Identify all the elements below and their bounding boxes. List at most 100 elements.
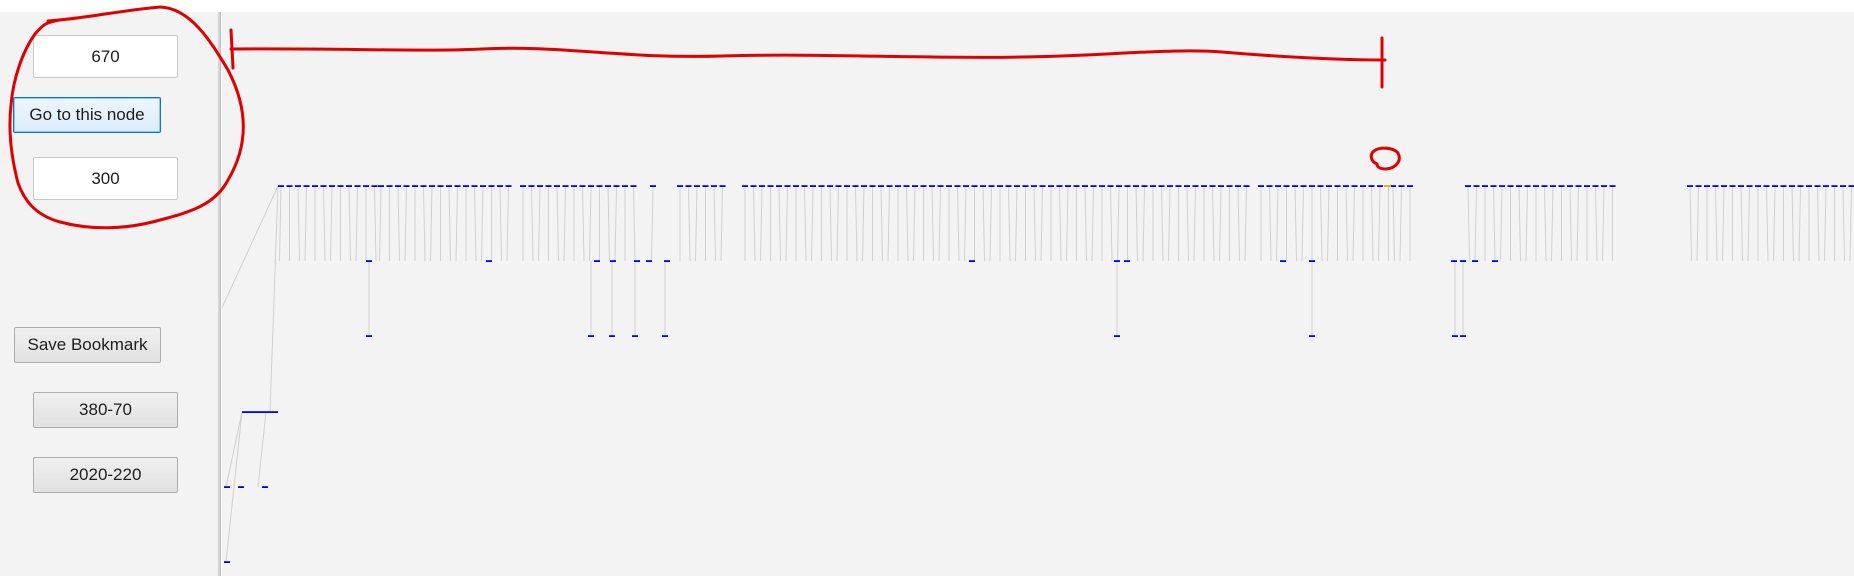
top-level-node[interactable] [677, 185, 683, 187]
level1-node[interactable] [1309, 260, 1315, 262]
top-level-node[interactable] [895, 185, 901, 187]
top-level-node[interactable] [1729, 185, 1736, 187]
subtree-node[interactable] [260, 411, 266, 413]
level2-node[interactable] [632, 335, 638, 337]
top-level-node[interactable] [429, 185, 435, 187]
top-level-node[interactable] [1601, 185, 1607, 187]
top-level-node[interactable] [1022, 185, 1029, 187]
top-level-node[interactable] [1763, 185, 1770, 187]
top-level-node[interactable] [1167, 185, 1173, 187]
top-level-node[interactable] [818, 185, 825, 187]
top-level-node[interactable] [395, 185, 401, 187]
level2-node[interactable] [366, 335, 372, 337]
top-level-node[interactable] [1218, 185, 1224, 187]
top-level-node[interactable] [878, 185, 884, 187]
top-level-node[interactable] [463, 185, 469, 187]
top-level-node[interactable] [937, 185, 944, 187]
top-level-node[interactable] [295, 185, 301, 187]
top-level-node[interactable] [861, 185, 867, 187]
top-level-node[interactable] [835, 185, 842, 187]
top-level-node[interactable] [1275, 185, 1281, 187]
go-to-node-button[interactable]: Go to this node [13, 97, 161, 133]
top-level-node[interactable] [605, 185, 611, 187]
top-level-node[interactable] [1266, 185, 1273, 187]
top-level-node[interactable] [954, 185, 961, 187]
depth-input[interactable] [33, 157, 178, 200]
top-level-node[interactable] [1687, 185, 1693, 187]
top-level-node[interactable] [1567, 185, 1573, 187]
subtree-node[interactable] [238, 486, 244, 488]
top-level-node[interactable] [386, 185, 393, 187]
top-level-node[interactable] [1334, 185, 1341, 187]
top-level-node[interactable] [650, 185, 656, 187]
top-level-node[interactable] [278, 185, 284, 187]
top-level-node[interactable] [1823, 185, 1829, 187]
top-level-node[interactable] [329, 185, 335, 187]
top-level-node[interactable] [1073, 185, 1080, 187]
level1-node[interactable] [1492, 260, 1498, 262]
top-level-node[interactable] [1116, 185, 1122, 187]
top-level-node[interactable] [1848, 185, 1854, 187]
top-level-node[interactable] [997, 185, 1003, 187]
panel-splitter[interactable] [218, 12, 221, 576]
level1-node[interactable] [1280, 260, 1286, 262]
subtree-node[interactable] [224, 486, 230, 488]
top-level-node[interactable] [1201, 185, 1207, 187]
top-level-node[interactable] [1789, 185, 1795, 187]
level1-node[interactable] [664, 260, 670, 262]
level2-node[interactable] [1452, 335, 1458, 337]
top-level-node[interactable] [1592, 185, 1599, 187]
top-level-node[interactable] [1343, 185, 1349, 187]
top-level-node[interactable] [767, 185, 774, 187]
top-level-node[interactable] [537, 185, 543, 187]
subtree-node[interactable] [248, 411, 254, 413]
bookmark-button-2020-220[interactable]: 2020-220 [33, 457, 178, 493]
top-level-node[interactable] [869, 185, 876, 187]
top-level-node[interactable] [520, 185, 526, 187]
level1-node[interactable] [1451, 260, 1457, 262]
subtree-node[interactable] [262, 486, 268, 488]
top-level-node[interactable] [596, 185, 603, 187]
top-level-node[interactable] [920, 185, 927, 187]
top-level-node[interactable] [971, 185, 978, 187]
top-level-node[interactable] [1465, 185, 1471, 187]
top-level-node[interactable] [827, 185, 833, 187]
top-level-node[interactable] [1317, 185, 1324, 187]
top-level-node[interactable] [1031, 185, 1037, 187]
top-level-node[interactable] [1326, 185, 1332, 187]
top-level-node[interactable] [471, 185, 478, 187]
top-level-node[interactable] [711, 185, 717, 187]
top-level-node[interactable] [1090, 185, 1097, 187]
top-level-node[interactable] [1005, 185, 1012, 187]
level1-node[interactable] [594, 260, 600, 262]
top-level-node[interactable] [1377, 185, 1383, 187]
save-bookmark-button[interactable]: Save Bookmark [14, 327, 161, 363]
top-level-node[interactable] [554, 185, 560, 187]
top-level-node[interactable] [1226, 185, 1233, 187]
top-level-node[interactable] [545, 185, 552, 187]
top-level-node[interactable] [719, 185, 726, 187]
top-level-node[interactable] [1124, 185, 1131, 187]
top-level-node[interactable] [1499, 185, 1505, 187]
subtree-node[interactable] [242, 411, 248, 413]
level2-node[interactable] [662, 335, 668, 337]
node-id-input[interactable] [33, 35, 178, 78]
top-level-node[interactable] [412, 185, 418, 187]
top-level-node[interactable] [1755, 185, 1761, 187]
top-level-node[interactable] [1780, 185, 1787, 187]
top-level-node[interactable] [912, 185, 918, 187]
top-level-node[interactable] [1235, 185, 1241, 187]
top-level-node[interactable] [630, 185, 637, 187]
top-level-node[interactable] [363, 185, 369, 187]
top-level-node[interactable] [1082, 185, 1088, 187]
top-level-node[interactable] [303, 185, 310, 187]
top-level-node[interactable] [571, 185, 577, 187]
top-level-node[interactable] [1840, 185, 1846, 187]
top-level-node[interactable] [1609, 185, 1616, 187]
top-level-node[interactable] [378, 185, 384, 187]
top-level-node[interactable] [1541, 185, 1548, 187]
top-level-node[interactable] [1482, 185, 1488, 187]
bookmark-button-380-70[interactable]: 380-70 [33, 392, 178, 428]
top-level-node[interactable] [1243, 185, 1250, 187]
top-level-node[interactable] [988, 185, 995, 187]
